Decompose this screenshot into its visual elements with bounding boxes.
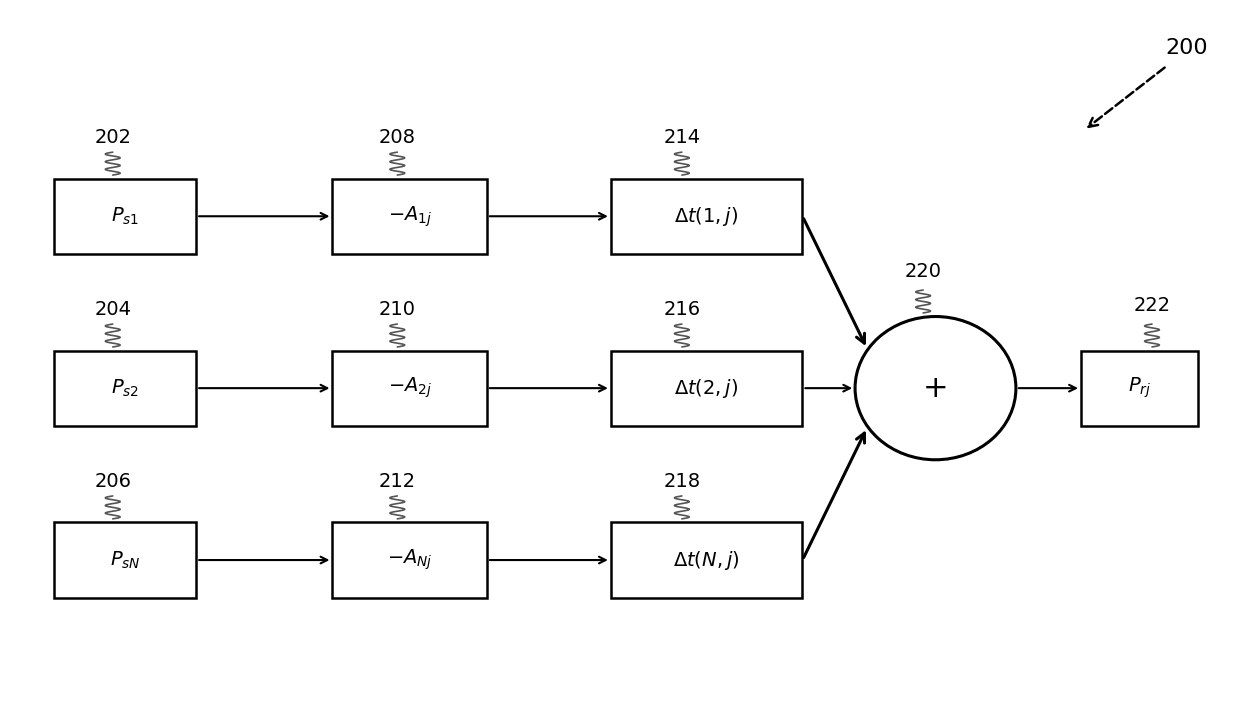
- FancyBboxPatch shape: [55, 178, 196, 254]
- Text: $\Delta t(1,j)$: $\Delta t(1,j)$: [675, 205, 739, 228]
- Text: 210: 210: [378, 300, 415, 319]
- FancyBboxPatch shape: [611, 351, 802, 426]
- Text: $P_{rj}$: $P_{rj}$: [1128, 376, 1151, 400]
- Text: $\Delta t(2,j)$: $\Delta t(2,j)$: [675, 377, 739, 400]
- FancyBboxPatch shape: [611, 523, 802, 597]
- Text: $-A_{2j}$: $-A_{2j}$: [388, 376, 432, 400]
- Text: +: +: [923, 374, 949, 403]
- Text: 208: 208: [378, 128, 415, 147]
- Text: 218: 218: [663, 472, 701, 491]
- Text: 204: 204: [94, 300, 131, 319]
- FancyBboxPatch shape: [332, 523, 487, 597]
- Text: 216: 216: [663, 300, 701, 319]
- Text: 200: 200: [1166, 38, 1208, 58]
- Text: 202: 202: [94, 128, 131, 147]
- Text: $P_{s2}$: $P_{s2}$: [112, 377, 139, 399]
- Text: 222: 222: [1133, 296, 1171, 316]
- Text: $-A_{Nj}$: $-A_{Nj}$: [387, 548, 433, 572]
- FancyBboxPatch shape: [55, 523, 196, 597]
- Text: 220: 220: [905, 262, 941, 281]
- FancyBboxPatch shape: [1081, 351, 1198, 426]
- Text: $P_{s1}$: $P_{s1}$: [112, 206, 139, 227]
- Text: $\Delta t(N,j)$: $\Delta t(N,j)$: [673, 549, 740, 572]
- FancyBboxPatch shape: [55, 351, 196, 426]
- Text: 212: 212: [378, 472, 415, 491]
- Text: 214: 214: [663, 128, 701, 147]
- Ellipse shape: [856, 316, 1016, 459]
- FancyBboxPatch shape: [332, 351, 487, 426]
- FancyBboxPatch shape: [611, 178, 802, 254]
- FancyBboxPatch shape: [332, 178, 487, 254]
- Text: $P_{sN}$: $P_{sN}$: [110, 549, 140, 571]
- Text: $-A_{1j}$: $-A_{1j}$: [388, 204, 432, 229]
- Text: 206: 206: [94, 472, 131, 491]
